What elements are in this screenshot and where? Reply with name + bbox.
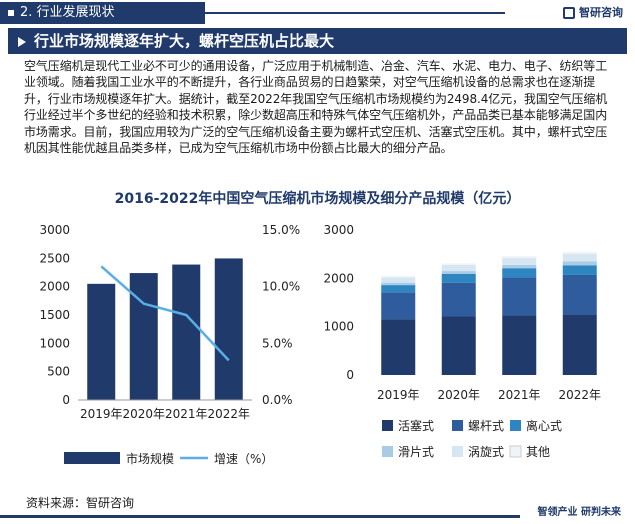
y-right-tick-label: 5.0%	[262, 336, 293, 350]
x-tick-label: 2022年	[207, 407, 250, 421]
y-left-tick-label: 500	[47, 365, 70, 379]
y-tick-label: 2000	[323, 271, 354, 285]
segment-bar	[381, 275, 416, 278]
segment-bar	[562, 253, 597, 262]
segment-bar	[502, 315, 537, 375]
y-tick-label: 0	[346, 368, 354, 382]
segment-bar	[562, 261, 597, 266]
section-tab: 2. 行业发展现状	[0, 2, 205, 24]
legend-swatch	[382, 420, 393, 431]
top-bar: 2. 行业发展现状 智研咨询	[0, 0, 635, 26]
legend-swatch	[509, 445, 522, 458]
segment-bar	[562, 274, 597, 315]
headline-banner: 行业市场规模逐年扩大，螺杆空压机占比最大	[8, 28, 627, 54]
headline-text: 行业市场规模逐年扩大，螺杆空压机占比最大	[34, 32, 335, 50]
x-tick-label: 2021年	[498, 388, 541, 402]
y-right-tick-label: 15.0%	[262, 223, 300, 237]
segment-bar	[502, 264, 537, 269]
source-note: 资料来源：智研咨询	[26, 496, 135, 510]
legend-swatch	[452, 446, 463, 457]
segment-bar	[562, 314, 597, 375]
chart-title: 2016-2022年中国空气压缩机市场规模及细分产品规模（亿元）	[114, 191, 521, 207]
legend-label: 活塞式	[398, 418, 434, 433]
market-size-bar	[214, 258, 243, 400]
y-left-tick-label: 2500	[39, 251, 70, 265]
square-icon	[8, 9, 14, 16]
x-tick-label: 2019年	[80, 407, 123, 421]
x-tick-label: 2019年	[377, 388, 420, 402]
brand-logo: 智研咨询	[563, 4, 623, 22]
segment-bar	[381, 285, 416, 293]
y-left-tick-label: 2000	[39, 280, 70, 294]
segment-bar	[441, 263, 476, 265]
brand-name: 智研咨询	[579, 6, 623, 19]
legend-label: 其他	[526, 445, 550, 459]
segment-bar	[441, 273, 476, 283]
segment-bar	[381, 319, 416, 375]
market-size-bar	[129, 273, 158, 400]
market-size-bar	[87, 283, 116, 400]
top-divider	[205, 12, 505, 14]
footer-brand: 智领产业 研判未来	[537, 507, 621, 518]
segment-bar	[381, 292, 416, 320]
y-left-tick-label: 3000	[39, 223, 70, 237]
x-tick-label: 2022年	[558, 388, 601, 402]
y-tick-label: 3000	[323, 223, 354, 237]
legend-swatch	[452, 420, 463, 431]
segment-bar	[562, 251, 597, 254]
legend-swatch-market-size	[64, 452, 120, 464]
market-size-bar	[172, 264, 201, 400]
legend-label: 螺杆式	[468, 419, 504, 433]
x-tick-label: 2021年	[165, 407, 208, 421]
legend-swatch	[382, 446, 393, 457]
legend-label: 离心式	[526, 418, 562, 433]
bottom-divider	[0, 515, 520, 518]
x-tick-label: 2020年	[437, 388, 480, 402]
legend-label: 滑片式	[398, 445, 434, 459]
legend-label-growth: 增速（%）	[214, 452, 273, 466]
y-left-tick-label: 0	[62, 393, 70, 407]
section-label: 2. 行业发展现状	[20, 5, 115, 20]
segment-bar	[502, 277, 537, 316]
legend-swatch	[510, 420, 521, 431]
segment-bar	[441, 264, 476, 272]
triangle-icon	[18, 36, 26, 47]
segment-bar	[502, 258, 537, 265]
segment-bar	[441, 282, 476, 317]
legend-label-market-size: 市场规模	[126, 451, 174, 466]
segment-bar	[441, 316, 476, 375]
body-paragraph: 空气压缩机是现代工业必不可少的通用设备，广泛应用于机械制造、冶金、汽车、水泥、电…	[24, 59, 608, 156]
x-tick-label: 2020年	[122, 407, 165, 421]
segment-bar	[441, 271, 476, 274]
segment-bar	[502, 256, 537, 259]
legend-label: 涡旋式	[468, 445, 504, 459]
segment-bar	[502, 268, 537, 278]
y-right-tick-label: 0.0%	[262, 393, 293, 407]
y-tick-label: 1000	[323, 320, 354, 334]
y-left-tick-label: 1500	[39, 308, 70, 322]
segment-bar	[381, 277, 416, 283]
y-right-tick-label: 10.0%	[262, 280, 300, 294]
y-left-tick-label: 1000	[39, 336, 70, 350]
brand-icon	[563, 7, 575, 19]
segment-bar	[381, 282, 416, 286]
market-size-chart: 0 500 1000 1500 2000 2500 3000 0.0% 5.0% 10.0% 15.…	[39, 223, 300, 466]
segment-bar	[562, 265, 597, 275]
growth-rate-line	[100, 265, 230, 362]
